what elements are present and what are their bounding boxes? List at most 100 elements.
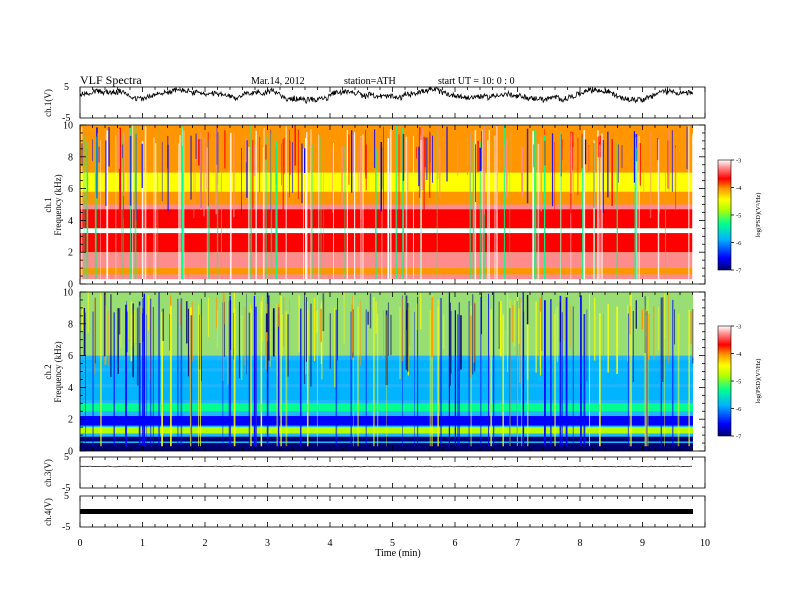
spectrogram-streak [178,143,180,280]
spectrogram-streak [399,307,401,380]
ch1-waveform-trace [79,86,693,105]
spectrogram-streak [374,148,377,280]
spectrogram-streak [246,293,247,375]
spectrogram-streak [153,137,155,280]
spectrogram-streak [333,142,334,280]
ch1-spectrogram-channel-label: ch.1 [43,197,53,212]
spectrogram-streak [490,309,492,447]
spectrogram-streak [672,299,674,447]
spectrogram-streak [475,144,476,203]
frequency-tick-label: 2 [68,415,73,426]
spectrogram-streak [656,138,659,161]
spectrogram-streak [195,133,197,159]
spectrogram-streak [246,140,248,198]
spectrogram-streak [306,132,308,280]
spectrogram-streak [161,141,163,202]
ch3-waveform-ticks [79,457,706,488]
spectrogram-streak [169,313,171,351]
spectrogram-streak [442,314,445,349]
spectrogram-streak [224,130,226,169]
spectrogram-streak [262,147,265,280]
spectrogram-streak [337,298,339,361]
spectrogram-streak [357,306,359,447]
spectrogram-streak [480,296,482,447]
spectrogram-streak [262,295,263,342]
frequency-tick-label: 2 [68,248,73,259]
spectrogram-streak [351,304,353,360]
spectrogram-streak [113,312,115,447]
spectrogram-streak [341,145,343,206]
spectrogram-streak [299,308,302,447]
spectrogram-streak [499,301,502,357]
spectrogram-streak [534,129,537,280]
spectrogram-streak [602,140,604,214]
spectrogram-streak [389,128,392,280]
spectrogram-streak [424,137,426,168]
spectrogram-streak [510,130,512,172]
spectrogram-streak [580,295,582,447]
spectrogram-streak [496,125,498,280]
time-tick-label: 4 [328,538,333,549]
spectrogram-streak [179,302,182,327]
spectrogram-streak [692,309,694,359]
spectrogram-streak [402,134,405,181]
time-tick-label: 8 [578,538,583,549]
spectrogram-streak [569,148,571,167]
spectrogram-band [80,252,693,269]
time-tick-label: 6 [453,538,458,549]
spectrogram-streak [206,132,209,162]
spectrogram-streak [132,125,134,280]
spectrogram-streak [502,315,504,447]
spectrogram-streak [423,136,425,219]
spectrogram-streak [143,293,146,447]
spectrogram-streak [95,136,97,280]
spectrogram-streak [152,306,154,447]
spectrogram-streak [241,315,243,381]
spectrogram-streak [405,136,408,280]
spectrogram-streak [521,302,523,447]
spectrogram-streak [167,144,169,212]
spectrogram-streak [270,133,273,280]
spectrogram-streak [82,306,84,331]
spectrogram-streak [387,302,390,356]
spectrogram-streak [662,297,664,382]
spectrogram-streak [381,148,383,280]
spectrogram-streak [420,140,422,280]
spectrogram-streak [272,308,275,357]
spectrogram-streak [569,304,571,349]
spectrogram-streak [220,141,222,280]
spectrogram-streak [454,310,456,447]
spectrogram-streak [488,293,489,447]
spectrogram-streak [586,309,588,382]
spectrogram-streak [518,308,520,344]
spectrogram-streak [81,127,83,280]
spectrogram-streak [632,311,634,383]
spectrogram-streak [402,127,404,280]
spectrogram-streak [362,134,364,280]
spectrogram-streak [406,142,409,192]
spectrogram-streak [229,295,231,447]
spectrogram-streak [607,131,609,198]
spectrogram-streak [193,138,195,219]
spectrogram-streak [265,144,267,160]
spectrogram-streak [94,147,96,280]
frequency-tick-label: 0 [68,447,73,458]
spectrogram-streak [100,293,102,447]
spectrogram-streak [313,297,316,361]
spectrogram-streak [664,295,666,447]
spectrogram-streak [123,132,125,196]
spectrogram-streak [306,301,309,447]
spectrogram-streak [432,135,433,183]
spectrogram-streak [457,314,459,447]
spectrogram-streak [322,293,325,332]
spectrogram-streak [320,135,322,280]
spectrogram-streak [360,137,362,220]
spectrogram-streak [594,297,596,361]
spectrogram-streak [398,134,400,220]
spectrogram-streak [269,308,271,367]
spectrogram-streak [329,313,331,369]
spectrogram-streak [543,135,546,280]
spectrogram-streak [483,126,485,215]
spectrogram-streak [550,299,552,447]
spectrogram-streak [583,314,586,447]
